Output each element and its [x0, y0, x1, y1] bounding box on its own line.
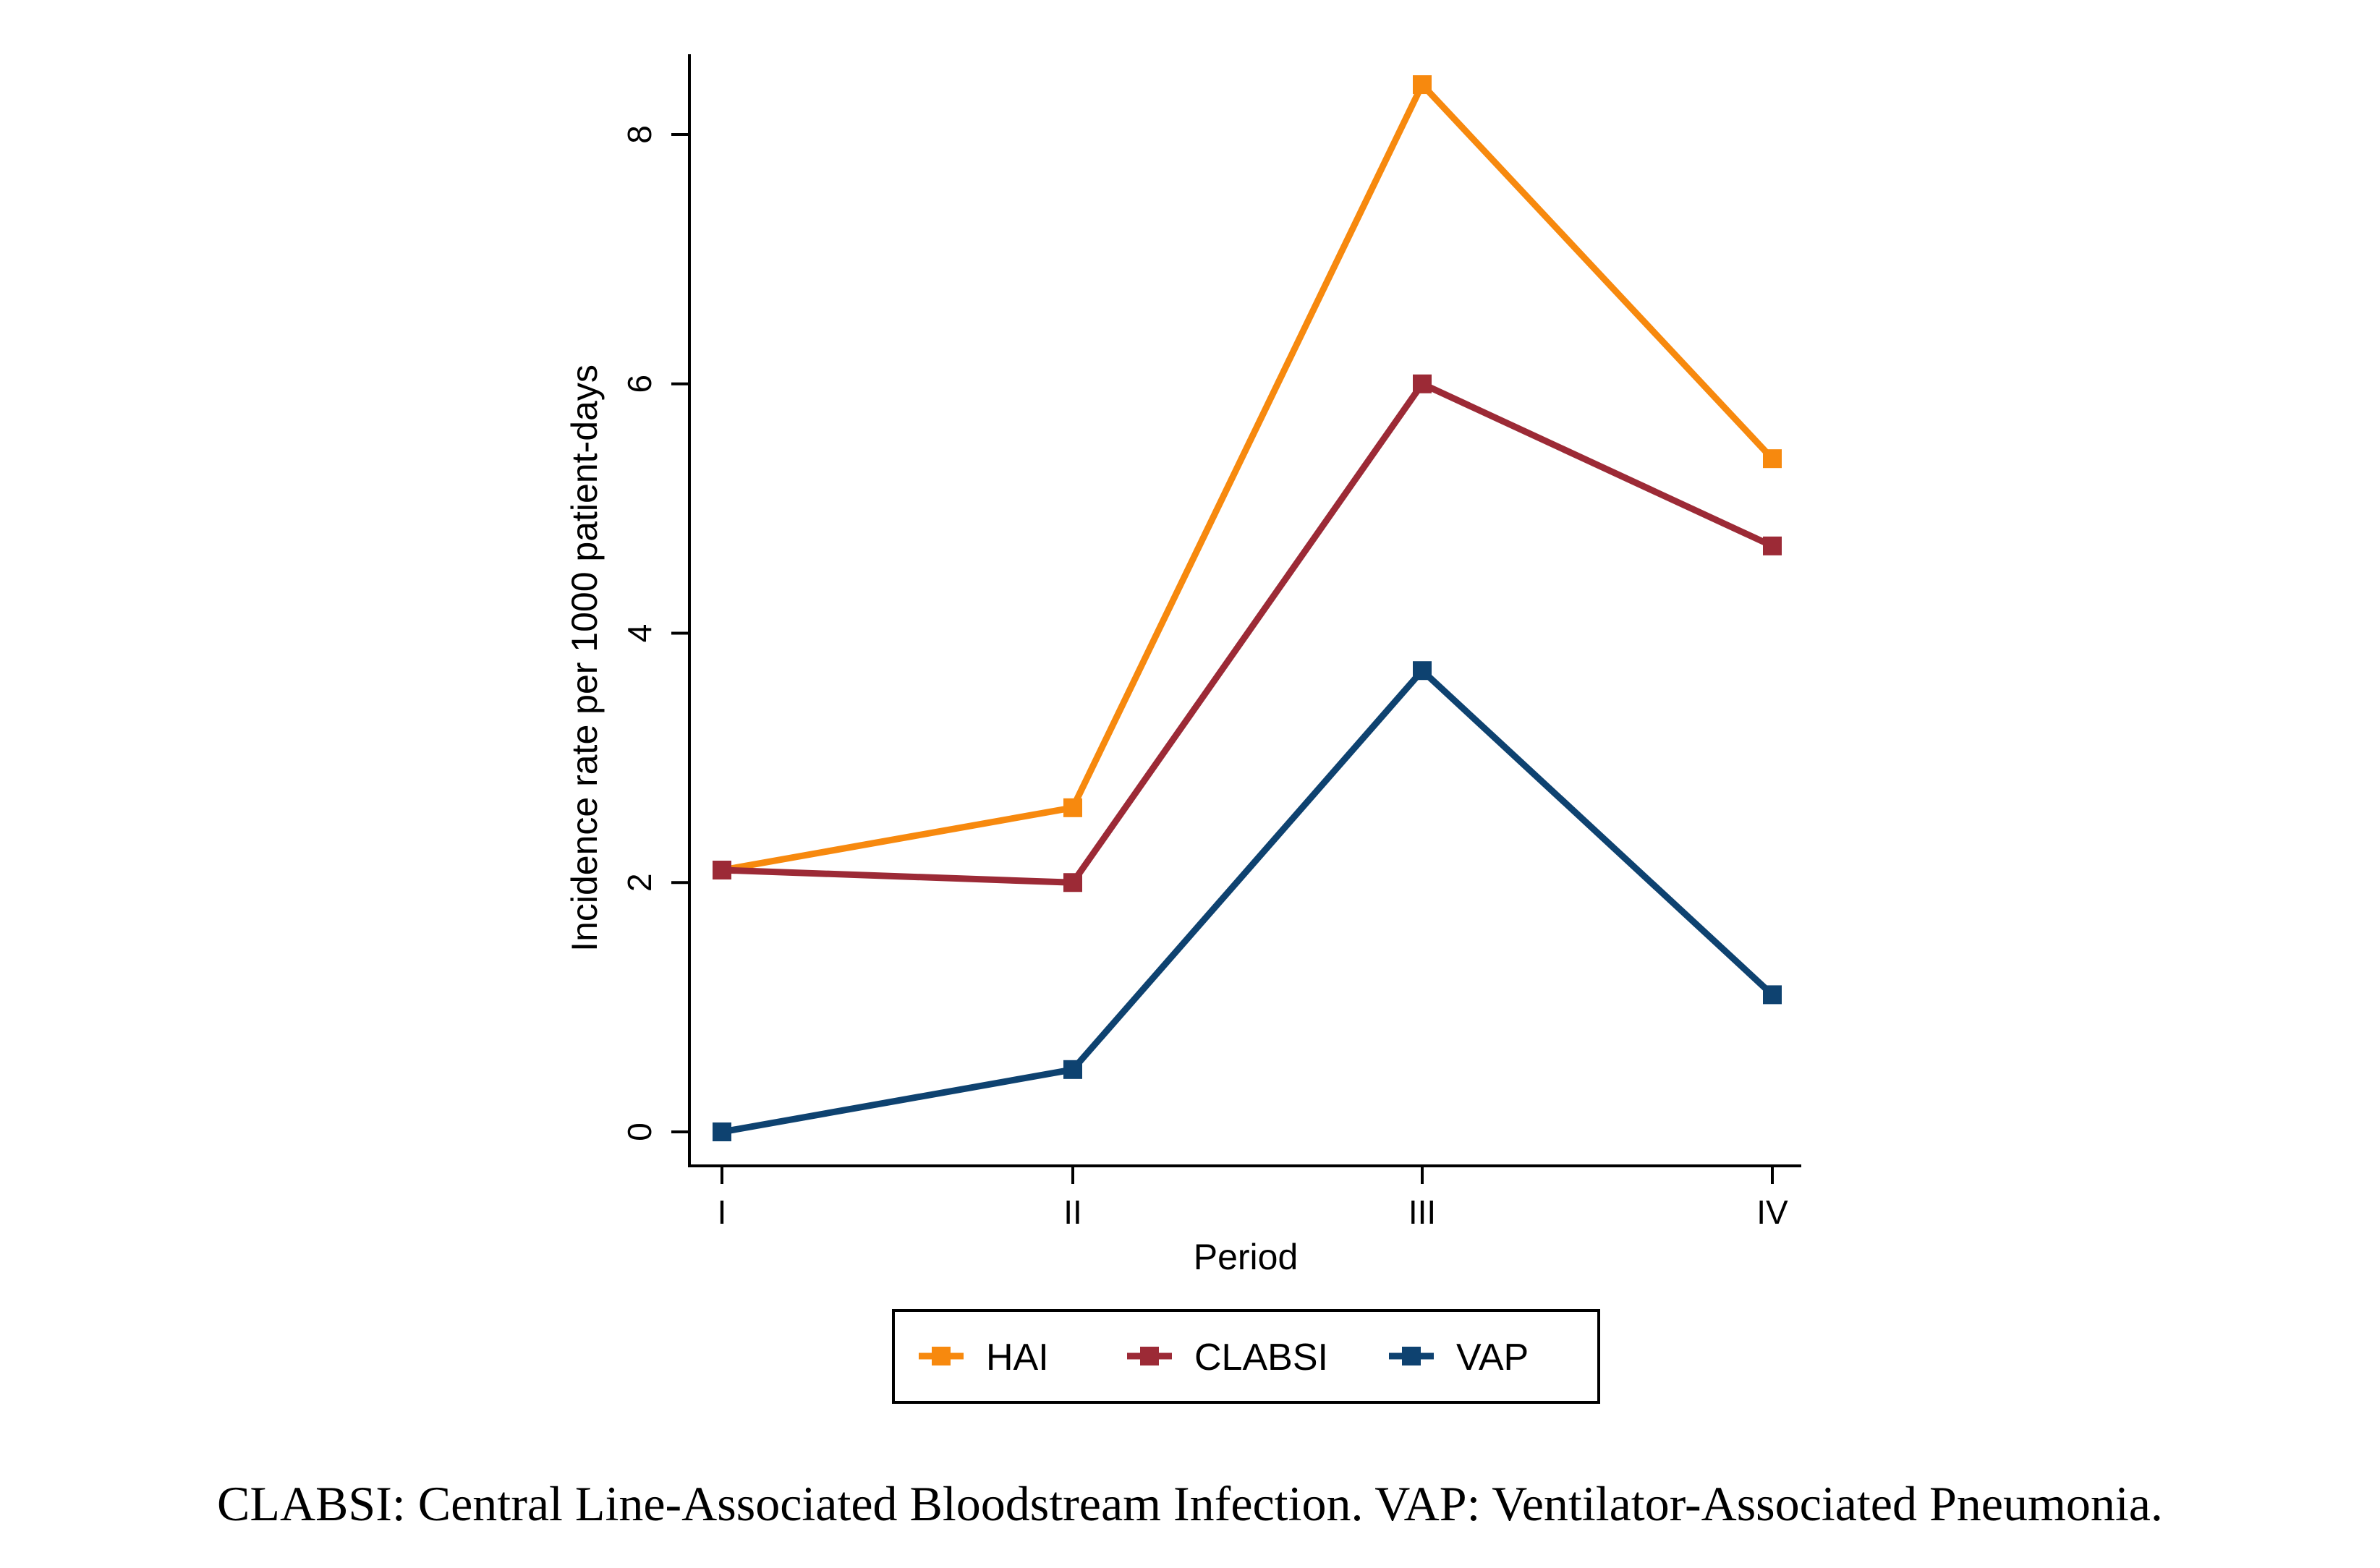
x-tick-label: III [1408, 1193, 1436, 1231]
data-point-vap [1763, 985, 1782, 1005]
legend-marker-vap [1402, 1347, 1421, 1365]
y-tick-label: 4 [621, 624, 658, 643]
y-tick-label: 2 [621, 873, 658, 892]
legend: HAI CLABSI VAP [892, 1309, 1600, 1404]
series-layer [713, 75, 1782, 1141]
y-tick-label: 8 [621, 125, 658, 144]
x-tick-label: IV [1756, 1193, 1788, 1231]
series-line-clabsi [721, 380, 1774, 886]
axes [688, 54, 1801, 1167]
x-tick-label: II [1063, 1193, 1082, 1231]
x-ticks: I II III IV [718, 1166, 1788, 1231]
legend-label-clabsi: CLABSI [1194, 1337, 1328, 1379]
legend-box [892, 1309, 1600, 1404]
x-tick-label: I [718, 1193, 727, 1231]
series-clabsi [713, 374, 1782, 892]
y-axis-title: Incidence rate per 1000 patient-days [564, 365, 605, 952]
x-axis-title: Period [1194, 1237, 1299, 1277]
y-tick-label: 6 [621, 375, 658, 393]
data-point-vap [1063, 1060, 1082, 1079]
data-point-hai [1413, 75, 1432, 95]
data-point-clabsi [1413, 374, 1432, 393]
series-line-hai [721, 81, 1775, 874]
data-point-clabsi [1763, 536, 1782, 555]
legend-label-hai: HAI [986, 1337, 1049, 1379]
data-point-clabsi [713, 861, 731, 880]
data-point-hai [1063, 798, 1082, 817]
series-line-vap [721, 667, 1775, 1135]
legend-label-vap: VAP [1456, 1337, 1529, 1379]
data-point-vap [1413, 661, 1432, 681]
y-ticks: 0 2 4 6 8 [621, 125, 689, 1141]
data-point-hai [1763, 449, 1782, 469]
legend-marker-hai [932, 1347, 951, 1365]
y-tick-label: 0 [621, 1122, 658, 1141]
figure-caption: CLABSI: Central Line-Associated Bloodstr… [217, 1476, 2163, 1531]
series-vap [713, 661, 1782, 1141]
data-point-clabsi [1063, 873, 1082, 892]
data-point-vap [713, 1122, 731, 1141]
legend-marker-clabsi [1140, 1347, 1159, 1365]
